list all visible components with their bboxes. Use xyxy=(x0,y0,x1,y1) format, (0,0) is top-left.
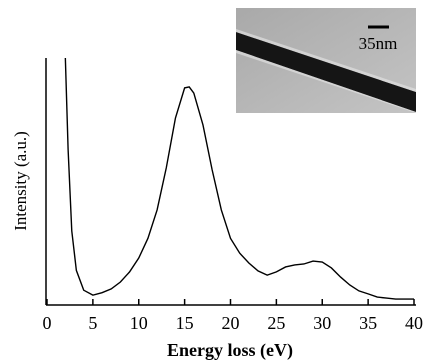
x-tick-label: 40 xyxy=(405,313,423,333)
x-tick-label: 15 xyxy=(176,313,194,333)
x-tick-label: 25 xyxy=(267,313,285,333)
x-axis-label: Energy loss (eV) xyxy=(167,340,293,361)
chart: 35nm Energy loss (eV) Intensity (a.u.) 0… xyxy=(0,0,429,362)
y-axis-label: Intensity (a.u.) xyxy=(11,131,30,231)
x-tick-label: 30 xyxy=(313,313,331,333)
x-tick-label: 10 xyxy=(130,313,148,333)
x-tick-label: 0 xyxy=(43,313,52,333)
x-tick-label: 5 xyxy=(88,313,97,333)
inset-label: 35nm xyxy=(359,34,398,53)
inset-image xyxy=(236,8,416,113)
x-tick-label: 35 xyxy=(359,313,377,333)
x-tick-label: 20 xyxy=(222,313,240,333)
